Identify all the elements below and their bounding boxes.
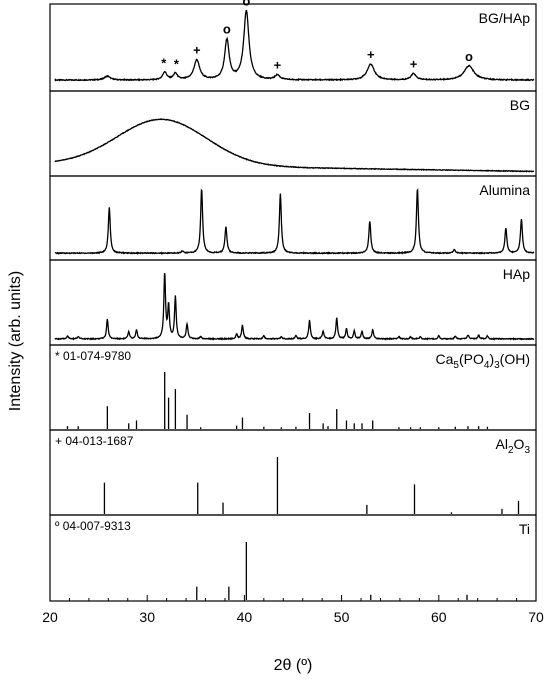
panel-label-part: 5 (453, 360, 459, 371)
panel-label: HAp (503, 266, 530, 282)
panel-label-part: (PO (459, 351, 484, 367)
panel-2: BG (49, 90, 537, 177)
panel-label-part: Al (496, 436, 508, 452)
x-axis: 20 30 40 50 60 70 (42, 595, 544, 625)
panel-label-part: (OH) (500, 351, 530, 367)
panel-label: BG (510, 97, 530, 113)
panel-label-part: 2 (508, 445, 514, 456)
panel-1: BG/HAp * * + o o + + + o (49, 0, 537, 92)
x-tick-label: 30 (139, 609, 155, 625)
x-tick-label: 40 (237, 609, 253, 625)
panels-group: BG/HAp* *+oo+++oBGAluminaHApCa5(PO4)3(OH)… (49, 0, 537, 602)
panel-frame (49, 3, 537, 92)
panel-label-part: 3 (494, 360, 500, 371)
x-axis-label: 2θ (º) (274, 657, 313, 674)
panel-frame (49, 259, 537, 346)
reference-code: * 01-074-9780 (55, 349, 131, 363)
reference-code: º 04-007-9313 (55, 519, 131, 533)
reference-code: + 04-013-1687 (55, 434, 134, 448)
x-tick-label: 70 (528, 609, 544, 625)
phase-marker: + (410, 56, 418, 71)
panel-5: Ca5(PO4)3(OH) * 01-074-9780 (49, 344, 537, 431)
panel-label: Alumina (479, 182, 530, 198)
panel-7: Ti º 04-007-9313 (49, 514, 537, 602)
x-tick-label: 60 (431, 609, 447, 625)
phase-marker: + (274, 57, 282, 72)
panel-label-part: Ti (519, 521, 530, 537)
panel-label: Ti (519, 521, 530, 537)
panel-frame (49, 514, 537, 602)
phase-marker: o (242, 0, 250, 8)
x-tick-label: 50 (334, 609, 350, 625)
phase-marker: + (193, 43, 201, 58)
panel-label-part: 4 (484, 360, 490, 371)
diffraction-curve (54, 273, 535, 341)
diffraction-curve (54, 188, 535, 256)
diffraction-curve (54, 9, 535, 82)
y-axis-label: Intensity (arb. units) (7, 271, 24, 412)
panel-label-part: O (514, 436, 525, 452)
panel-6: Al2O3 + 04-013-1687 (49, 429, 537, 516)
phase-marker: o (465, 49, 473, 64)
panel-label-part: ) (489, 351, 494, 367)
phase-marker: + (367, 47, 375, 62)
panel-4: HAp (49, 259, 537, 346)
panel-3: Alumina (49, 175, 537, 261)
panel-label-part: 3 (524, 445, 530, 456)
x-tick-label: 20 (42, 609, 58, 625)
phase-marker: o (223, 22, 231, 37)
panel-label: BG/HAp (479, 10, 531, 26)
phase-marker: * (161, 56, 167, 71)
panel-label: Al2O3 (496, 436, 531, 456)
panel-label: Ca5(PO4)3(OH) (436, 351, 530, 371)
panel-label-part: Ca (436, 351, 454, 367)
panel-frame (49, 175, 537, 261)
phase-marker: * (174, 57, 180, 72)
diffraction-curve (54, 118, 535, 173)
